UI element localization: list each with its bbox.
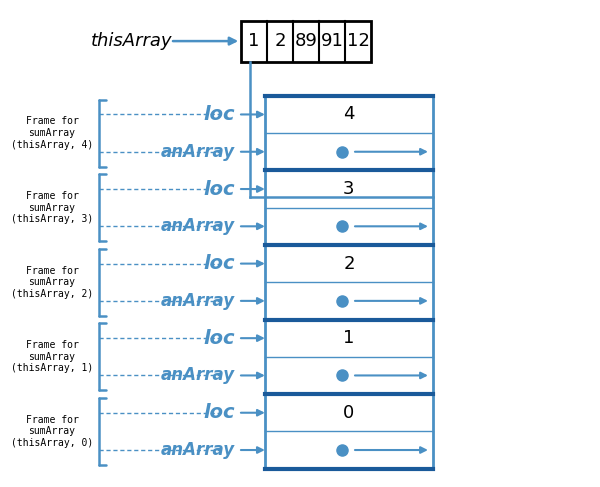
- Text: loc: loc: [203, 105, 235, 124]
- Text: Frame for
sumArray
(thisArray, 4): Frame for sumArray (thisArray, 4): [11, 116, 93, 150]
- Text: anArray: anArray: [161, 143, 235, 161]
- Text: 1: 1: [343, 329, 355, 347]
- Text: anArray: anArray: [161, 217, 235, 235]
- Text: 2: 2: [274, 32, 286, 50]
- Text: 89: 89: [295, 32, 317, 50]
- Text: loc: loc: [203, 329, 235, 348]
- Text: Frame for
sumArray
(thisArray, 3): Frame for sumArray (thisArray, 3): [11, 191, 93, 225]
- Text: 0: 0: [343, 404, 355, 422]
- Text: anArray: anArray: [161, 292, 235, 310]
- Text: thisArray: thisArray: [91, 32, 172, 50]
- Text: Frame for
sumArray
(thisArray, 1): Frame for sumArray (thisArray, 1): [11, 340, 93, 374]
- Text: 91: 91: [320, 32, 344, 50]
- Text: anArray: anArray: [161, 366, 235, 384]
- Text: anArray: anArray: [161, 441, 235, 459]
- Text: loc: loc: [203, 403, 235, 422]
- Text: Frame for
sumArray
(thisArray, 2): Frame for sumArray (thisArray, 2): [11, 265, 93, 299]
- Text: 12: 12: [347, 32, 370, 50]
- Text: 4: 4: [343, 106, 355, 124]
- Text: Frame for
sumArray
(thisArray, 0): Frame for sumArray (thisArray, 0): [11, 415, 93, 448]
- Text: loc: loc: [203, 180, 235, 199]
- Text: 2: 2: [343, 255, 355, 273]
- Text: 3: 3: [343, 180, 355, 198]
- Text: 1: 1: [248, 32, 260, 50]
- Text: loc: loc: [203, 254, 235, 273]
- Bar: [241, 21, 371, 62]
